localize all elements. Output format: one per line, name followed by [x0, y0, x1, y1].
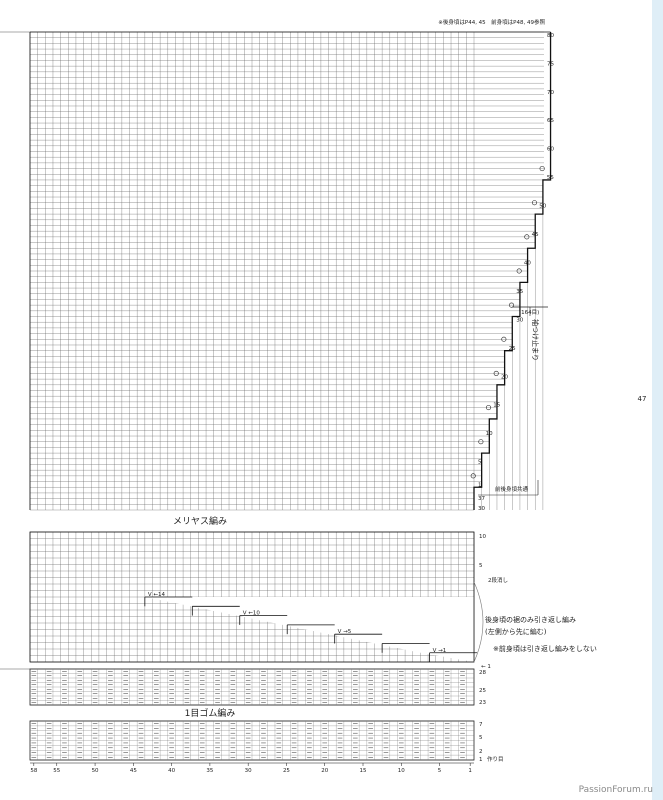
row-label-rib-upper: 25: [479, 688, 486, 694]
two-rows-dec-label: 2段消し: [488, 576, 508, 584]
short-row-step-label: V ←10: [243, 611, 261, 617]
decrease-symbol: [524, 234, 530, 240]
stockinette-grid: [29, 31, 552, 511]
shared-front-back-label: 前後身頃共通: [495, 485, 529, 493]
row-label: 80: [547, 33, 554, 39]
row-label: 25: [509, 346, 516, 352]
row-label-short: 5: [479, 563, 483, 569]
short-row-bracket: [473, 581, 484, 663]
short-rows-subtitle: (左側から先に編む): [485, 627, 547, 636]
sleeve-mark-label: 袖つけ止まり: [531, 319, 540, 361]
row-label: 65: [547, 118, 554, 124]
short-rows-note: ※前身頃は引き返し編みをしない: [493, 644, 597, 653]
short-rows-title: 後身頃の裾のみ引き返し編み: [485, 615, 576, 624]
row-label-short: 10: [479, 534, 486, 540]
stitch-axis-label: 25: [283, 768, 290, 774]
row-label-rib-lower: 1: [479, 757, 483, 763]
decrease-symbol: [478, 439, 484, 445]
stitch-axis-label: 58: [30, 768, 37, 774]
page-number: 47: [638, 395, 647, 403]
stockinette-title: メリヤス編み: [173, 515, 227, 527]
row-label: 10: [486, 431, 493, 437]
short-row-blank: [30, 597, 474, 662]
decrease-symbol: [509, 302, 515, 308]
row-label-extra: 30: [478, 506, 485, 512]
stitch-number-labels: 58 55 50 45 40 35 30 25 20 15 10 5 1: [30, 762, 474, 774]
row-label-rib-lower: 2: [479, 749, 483, 755]
short-row-grid: [29, 531, 484, 663]
stitch-axis-label: 30: [245, 768, 252, 774]
armhole-staircase-outline: [473, 32, 552, 510]
stitch-axis-label: 35: [206, 768, 213, 774]
row-label-rib-lower: 5: [479, 735, 483, 741]
row-label: 70: [547, 90, 554, 96]
row-164-label: (164目): [519, 309, 539, 316]
row-label: 35: [516, 289, 523, 295]
stitch-axis-label: 20: [321, 768, 328, 774]
stitch-axis-label: 15: [360, 768, 367, 774]
watermark: PassionForum.ru: [579, 785, 653, 795]
stitch-axis-label: 45: [130, 768, 137, 774]
row-label-rib-upper: 28: [479, 670, 486, 676]
stitch-axis-label: 50: [92, 768, 99, 774]
stitch-axis-label: 10: [398, 768, 405, 774]
decrease-symbol: [501, 336, 507, 342]
row-label: 30: [516, 317, 523, 323]
decrease-symbol: [470, 473, 476, 479]
row-label-rib-lower: 7: [479, 722, 483, 728]
rib-title: 1目ゴム編み: [185, 707, 236, 719]
row-label: 60: [547, 147, 554, 153]
page-edge-stripe: [652, 0, 663, 800]
row-label-rib-upper: 23: [479, 700, 486, 706]
short-grid-border: [29, 531, 475, 663]
row-label: 15: [493, 403, 500, 409]
decrease-symbol: [486, 405, 492, 411]
row-label: 45: [532, 232, 539, 238]
decrease-symbol: [531, 200, 537, 206]
short-row-step-label: V →5: [338, 629, 352, 635]
short-row-step-label: V ←14: [148, 592, 166, 598]
stitch-axis-label: 5: [438, 768, 442, 774]
rib-grid-upper: [29, 668, 475, 706]
row-number-labels: 151015202530354045505560657075803730510←…: [478, 33, 554, 763]
short-row-step-label: V →1: [433, 648, 447, 654]
row-label: 1: [478, 482, 482, 488]
row-label: 40: [524, 260, 531, 266]
stitch-axis-label: 55: [53, 768, 60, 774]
row-label: 20: [501, 374, 508, 380]
short-row-step-labels: V ←14 V ←10 V →5 V →1: [148, 592, 446, 654]
row-label-short-marker: ← 1: [481, 664, 491, 670]
decrease-symbol: [516, 268, 522, 274]
row-label: 55: [547, 175, 554, 181]
row-label-extra: 37: [478, 496, 485, 502]
rib-grid-lower: [29, 720, 475, 761]
stitch-axis-label: 40: [168, 768, 175, 774]
stitch-axis-label: 1: [468, 768, 472, 774]
reference-note: ※後身頃はP44, 45 前身頃はP48, 49参照: [438, 18, 545, 26]
chart-overlays: [470, 166, 548, 496]
row-label: 75: [547, 61, 554, 67]
decrease-symbol: [539, 166, 545, 172]
row-label: 5: [478, 460, 482, 466]
decrease-symbol: [493, 370, 499, 376]
cast-on-label: 作り目: [487, 755, 504, 763]
row-label: 50: [539, 204, 546, 210]
